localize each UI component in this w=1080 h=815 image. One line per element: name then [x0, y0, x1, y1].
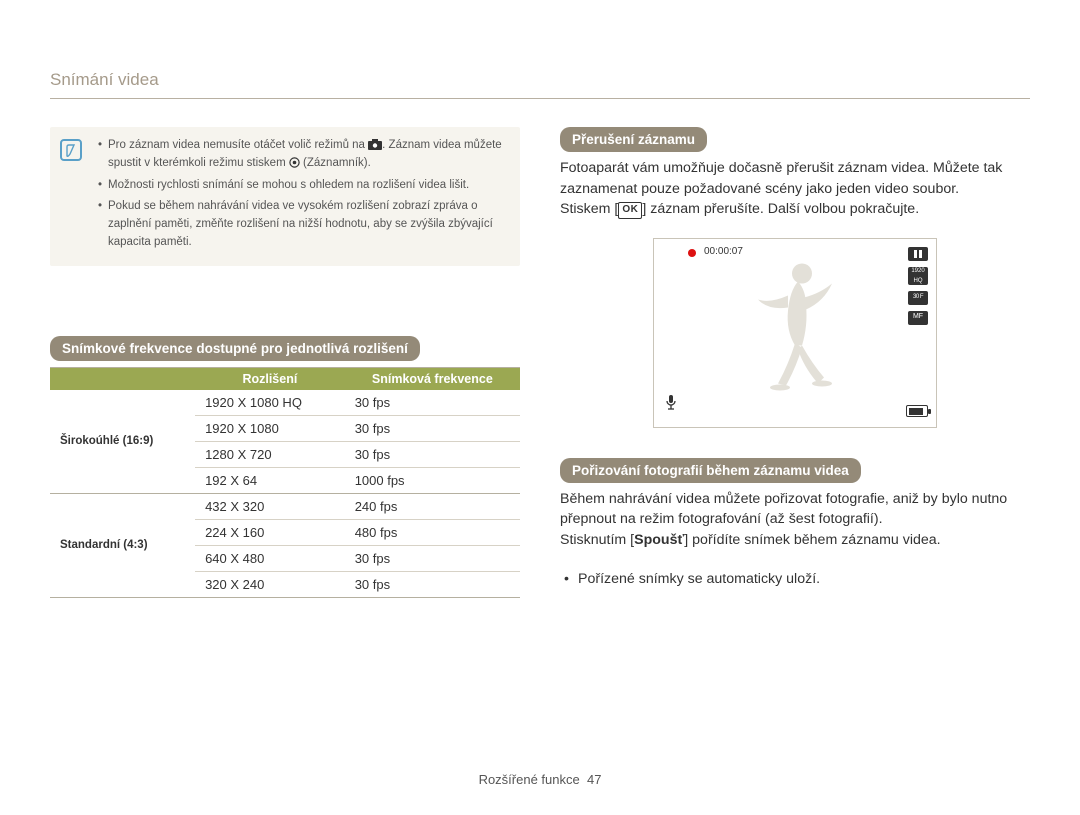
- table-row: Standardní (4:3)432 X 320240 fps: [50, 493, 520, 519]
- record-button-icon: [289, 157, 300, 168]
- table-cell-resolution: 1920 X 1080 HQ: [195, 390, 345, 416]
- resolution-badge-icon: [908, 267, 928, 285]
- page-title: Snímání videa: [50, 70, 1030, 99]
- mode-dial-icon: [368, 139, 382, 150]
- table-row: Širokoúhlé (16:9)1920 X 1080 HQ30 fps: [50, 390, 520, 416]
- record-indicator-icon: [688, 249, 696, 257]
- table-group-label: Širokoúhlé (16:9): [50, 390, 195, 494]
- battery-icon: [906, 405, 928, 417]
- table-header-framerate: Snímková frekvence: [345, 367, 520, 390]
- left-column: Pro záznam videa nemusíte otáčet volič r…: [50, 127, 520, 598]
- table-cell-fps: 480 fps: [345, 519, 520, 545]
- info-box: Pro záznam videa nemusíte otáčet volič r…: [50, 127, 520, 266]
- framerate-table-heading: Snímkové frekvence dostupné pro jednotli…: [50, 336, 420, 361]
- right-column: Přerušení záznamu Fotoaparát vám umožňuj…: [560, 127, 1030, 598]
- table-cell-resolution: 320 X 240: [195, 571, 345, 597]
- photo-during-video-text: Během nahrávání videa můžete pořizovat f…: [560, 489, 1030, 551]
- list-item: Pořízené snímky se automaticky uloží.: [578, 569, 1030, 590]
- table-cell-resolution: 432 X 320: [195, 493, 345, 519]
- table-header-resolution: Rozlišení: [195, 367, 345, 390]
- table-cell-resolution: 1280 X 720: [195, 441, 345, 467]
- table-cell-resolution: 640 X 480: [195, 545, 345, 571]
- mf-badge-icon: [908, 311, 928, 325]
- table-cell-fps: 30 fps: [345, 390, 520, 416]
- pause-icon: [908, 247, 928, 261]
- info-item: Pokud se během nahrávání videa ve vysoké…: [98, 198, 506, 251]
- recording-timer: 00:00:07: [704, 246, 743, 257]
- table-group-label: Standardní (4:3): [50, 493, 195, 597]
- skater-silhouette-icon: [740, 255, 850, 410]
- info-list: Pro záznam videa nemusíte otáčet volič r…: [98, 137, 506, 256]
- table-cell-resolution: 1920 X 1080: [195, 415, 345, 441]
- table-cell-fps: 30 fps: [345, 571, 520, 597]
- table-header: [50, 367, 195, 390]
- table-cell-fps: 30 fps: [345, 441, 520, 467]
- framerate-table: Rozlišení Snímková frekvence Širokoúhlé …: [50, 367, 520, 598]
- microphone-icon: [664, 394, 678, 417]
- camera-preview: 00:00:07: [653, 238, 937, 428]
- photo-during-video-heading: Pořizování fotografií během záznamu vide…: [560, 458, 861, 483]
- info-item: Pro záznam videa nemusíte otáčet volič r…: [98, 137, 506, 173]
- table-cell-resolution: 192 X 64: [195, 467, 345, 493]
- ok-button-label: OK: [618, 202, 642, 219]
- pause-recording-text: Fotoaparát vám umožňuje dočasně přerušit…: [560, 158, 1030, 220]
- table-cell-resolution: 224 X 160: [195, 519, 345, 545]
- info-item: Možnosti rychlosti snímání se mohou s oh…: [98, 177, 506, 195]
- page-footer: Rozšířené funkce 47: [0, 772, 1080, 787]
- pause-recording-heading: Přerušení záznamu: [560, 127, 707, 152]
- note-icon: [60, 139, 82, 161]
- table-cell-fps: 240 fps: [345, 493, 520, 519]
- fps-badge-icon: [908, 291, 928, 305]
- photo-during-video-bullets: Pořízené snímky se automaticky uloží.: [560, 569, 1030, 590]
- table-cell-fps: 30 fps: [345, 545, 520, 571]
- table-cell-fps: 1000 fps: [345, 467, 520, 493]
- table-cell-fps: 30 fps: [345, 415, 520, 441]
